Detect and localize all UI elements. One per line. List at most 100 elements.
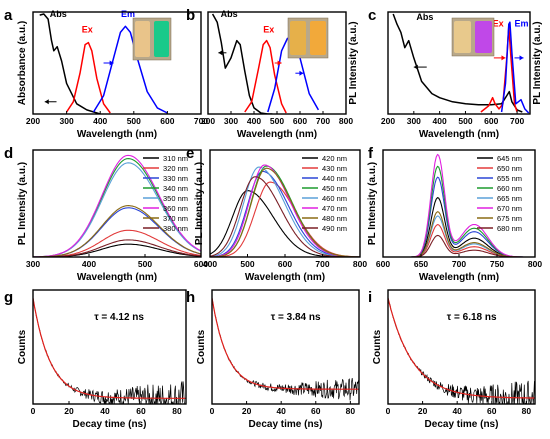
inset-vial-right	[154, 21, 169, 57]
axis-arrow-head	[299, 70, 304, 76]
x-axis-label: Wavelength (nm)	[237, 129, 317, 140]
x-tick-label: 700	[194, 116, 208, 126]
x-tick-label: 80	[522, 406, 532, 416]
legend-label: 340 nm	[163, 184, 188, 193]
plot-frame	[387, 11, 531, 115]
tau-label: τ = 3.84 ns	[271, 312, 321, 323]
plot-frame	[387, 289, 536, 405]
series-line-em	[500, 21, 530, 114]
x-tick-label: 400	[433, 116, 447, 126]
x-tick-label: 0	[210, 406, 215, 416]
x-tick-label: 500	[270, 116, 284, 126]
x-tick-label: 400	[93, 116, 107, 126]
series-line	[383, 153, 535, 257]
axis-arrow-head	[519, 55, 524, 61]
legend-label: 330 nm	[163, 174, 188, 183]
x-tick-label: 800	[528, 259, 542, 269]
panel-g: τ = 4.12 ns 0 20 40 60 80 Decay time (ns) Count…	[4, 289, 187, 430]
series-label-abs: Abs	[221, 9, 238, 19]
series-line	[33, 154, 201, 257]
legend-label: 660 nm	[497, 184, 522, 193]
x-axis-label: Wavelength (nm)	[419, 129, 499, 140]
legend-label: 655 nm	[497, 174, 522, 183]
x-axis-label: Decay time (ns)	[249, 419, 323, 430]
axis-arrow-head	[109, 60, 114, 66]
x-tick-label: 600	[376, 259, 390, 269]
series-line-ex	[244, 39, 287, 114]
x-tick-label: 600	[484, 116, 498, 126]
legend-label: 430 nm	[322, 164, 347, 173]
x-axis-label: Wavelength (nm)	[77, 129, 157, 140]
y-axis-label: Counts	[17, 329, 28, 364]
decay-fit	[388, 297, 535, 399]
x-tick-label: 300	[224, 116, 238, 126]
x-tick-label: 60	[136, 406, 146, 416]
x-tick-label: 40	[100, 406, 110, 416]
series-line-abs	[39, 13, 101, 114]
decay-fit	[212, 297, 359, 390]
x-tick-label: 40	[452, 406, 462, 416]
y-axis-label: Counts	[196, 329, 207, 364]
x-tick-label: 20	[64, 406, 74, 416]
series-label-abs: Abs	[50, 9, 67, 19]
x-axis-label: Wavelength (nm)	[245, 272, 325, 283]
panel-letter: i	[368, 289, 372, 306]
series-group	[388, 297, 535, 404]
series-line-em	[92, 25, 168, 114]
series-label-abs: Abs	[416, 12, 433, 22]
series-group	[392, 13, 530, 114]
x-tick-label: 500	[240, 259, 254, 269]
legend-label: 310 nm	[163, 154, 188, 163]
legend-label: 470 nm	[322, 204, 347, 213]
x-tick-label: 0	[31, 406, 36, 416]
x-tick-label: 400	[247, 116, 261, 126]
series-group	[39, 13, 168, 114]
plot-frame	[211, 289, 360, 405]
x-tick-label: 300	[60, 116, 74, 126]
series-line	[33, 205, 201, 257]
series-group	[33, 154, 201, 257]
y-axis-label-right: PL Intensity (a.u.)	[532, 21, 543, 104]
y-axis-label: PL Intensity (a.u.)	[367, 162, 378, 245]
x-tick-label: 80	[346, 406, 356, 416]
axis-arrow-head	[277, 60, 282, 66]
legend-label: 480 nm	[322, 214, 347, 223]
axis-arrow-head	[501, 55, 506, 61]
x-axis-label: Decay time (ns)	[73, 419, 147, 430]
legend-label: 650 nm	[497, 164, 522, 173]
panel-h: τ = 3.84 ns 0 20 40 60 80 Decay time (ns) Count…	[186, 289, 360, 430]
legend-label: 675 nm	[497, 214, 522, 223]
panel-letter: f	[368, 145, 374, 162]
x-tick-label: 200	[201, 116, 215, 126]
legend-label: 380 nm	[163, 224, 188, 233]
series-group	[33, 297, 186, 404]
decay-fit	[33, 297, 186, 399]
panel-a: Abs Ex Em 200 300 400 500 600 700 Wavelength (nm)…	[4, 7, 208, 140]
x-tick-label: 700	[510, 116, 524, 126]
x-tick-label: 700	[316, 116, 330, 126]
x-tick-label: 800	[339, 116, 353, 126]
x-tick-label: 700	[452, 259, 466, 269]
series-label-em: Em	[515, 18, 529, 28]
x-tick-label: 600	[278, 259, 292, 269]
series-label-ex: Ex	[263, 24, 274, 34]
x-tick-label: 20	[242, 406, 252, 416]
legend-label: 665 nm	[497, 194, 522, 203]
x-tick-label: 800	[353, 259, 367, 269]
tau-label: τ = 6.18 ns	[447, 312, 497, 323]
plot-frame	[32, 11, 202, 115]
axis-arrow-head	[218, 50, 223, 56]
x-tick-label: 80	[172, 406, 182, 416]
x-tick-label: 200	[26, 116, 40, 126]
x-tick-label: 300	[26, 259, 40, 269]
series-line-ex	[65, 41, 111, 114]
y-axis-label-right: PL Intensity (a.u.)	[348, 21, 359, 104]
plot-frame	[32, 289, 187, 405]
series-line-abs	[211, 13, 273, 114]
panel-letter: d	[4, 145, 13, 162]
legend-label: 420 nm	[322, 154, 347, 163]
plot-frame	[32, 149, 202, 258]
